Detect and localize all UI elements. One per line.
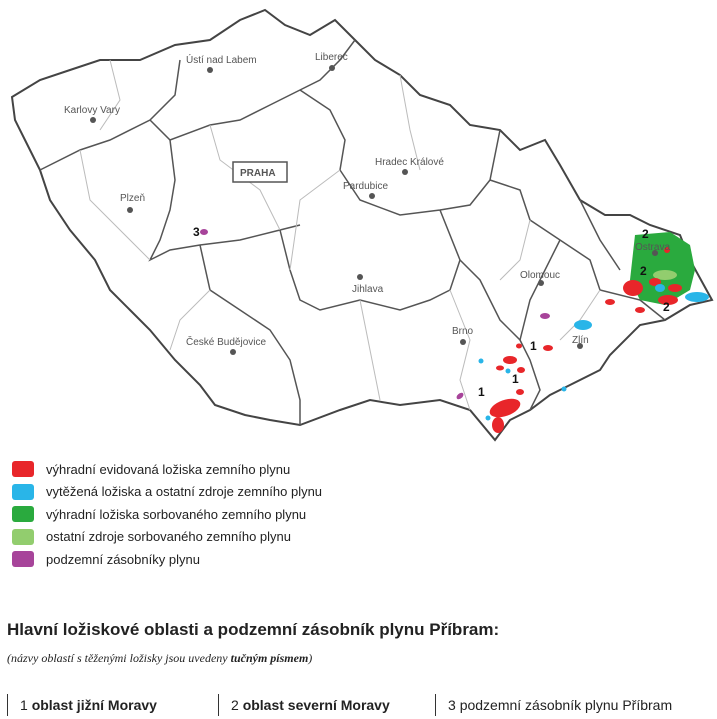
marker-area-3: 3 (193, 225, 200, 239)
area-num: 3 (448, 697, 456, 713)
section-heading: Hlavní ložiskové oblasti a podzemní záso… (7, 620, 500, 639)
country-border (10, 8, 714, 442)
note: (názvy oblastí s těženými ložisky jsou u… (7, 651, 312, 666)
city-usti: Ústí nad Labem (186, 53, 257, 66)
marker-area-2: 2 (640, 264, 647, 278)
area-item: 3 podzemní zásobník plynu Příbram (435, 694, 672, 716)
swatch-blue (12, 483, 34, 500)
czech-map: Ústí nad Labem Liberec Karlovy Vary PRAH… (10, 8, 714, 442)
city-praha: PRAHA (240, 168, 276, 179)
swatch-purple (12, 551, 34, 568)
legend-item: vytěžená ložiska a ostatní zdroje zemníh… (12, 481, 322, 504)
city-liberec: Liberec (315, 52, 348, 63)
area-name: oblast jižní Moravy (31, 697, 157, 713)
marker-area-1: 1 (478, 385, 485, 399)
city-olomouc: Olomouc (520, 270, 560, 281)
district-lines (79, 59, 601, 411)
legend-item: výhradní ložiska sorbovaného zemního ply… (12, 503, 322, 526)
note-prefix: (názvy oblastí s těženými ložisky jsou u… (7, 651, 231, 665)
legend-item: ostatní zdroje sorbovaného zemního plynu (12, 526, 322, 549)
note-suffix: ) (308, 651, 313, 665)
legend-label: výhradní ložiska sorbovaného zemního ply… (46, 506, 307, 522)
city-ceske-budejovice: České Budějovice (186, 335, 266, 348)
legend-item: výhradní evidovaná ložiska zemního plynu (12, 458, 322, 481)
area-name: oblast severní Moravy (242, 697, 390, 713)
swatch-green (12, 506, 34, 523)
city-pardubice: Pardubice (343, 181, 388, 192)
city-hradec: Hradec Králové (375, 157, 444, 168)
city-karlovy-vary: Karlovy Vary (64, 105, 120, 116)
praha-box (232, 161, 288, 183)
swatch-light-green (12, 528, 34, 545)
area-list: 1 oblast jižní Moravy 2 oblast severní M… (7, 694, 672, 716)
legend-label: podzemní zásobníky plynu (46, 551, 200, 567)
city-plzen: Plzeň (120, 193, 145, 204)
area-name: podzemní zásobník plynu Příbram (459, 697, 673, 713)
marker-area-2: 2 (663, 300, 670, 314)
deposits (200, 229, 709, 433)
area-item: 2 oblast severní Moravy (218, 694, 435, 716)
legend-item: podzemní zásobníky plynu (12, 548, 322, 571)
city-brno: Brno (452, 326, 474, 337)
city-ostrava: Ostrava (635, 242, 670, 253)
city-jihlava: Jihlava (352, 284, 384, 295)
legend: výhradní evidovaná ložiska zemního plynu… (12, 458, 322, 571)
area-item: 1 oblast jižní Moravy (7, 694, 218, 716)
legend-label: ostatní zdroje sorbovaného zemního plynu (46, 529, 291, 545)
swatch-red (12, 461, 34, 478)
marker-area-2: 2 (642, 227, 649, 241)
area-num: 2 (231, 697, 239, 713)
area-num: 1 (20, 697, 28, 713)
note-bold: tučným písmem (230, 651, 309, 665)
marker-area-1: 1 (530, 339, 537, 353)
city-zlin: Zlín (572, 335, 589, 346)
city-dots (90, 65, 658, 355)
legend-label: vytěžená ložiska a ostatní zdroje zemníh… (46, 484, 323, 500)
marker-area-1: 1 (512, 372, 519, 386)
legend-label: výhradní evidovaná ložiska zemního plynu (46, 461, 291, 477)
